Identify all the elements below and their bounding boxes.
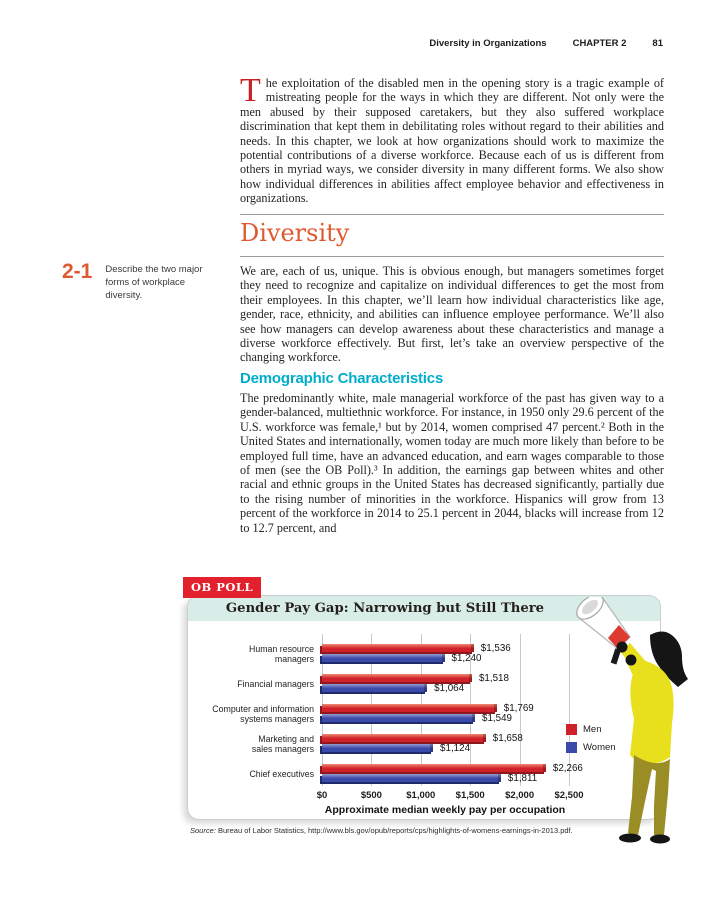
x-tick-label: $0 [316,790,328,801]
bar-value-label: $1,811 [507,772,538,784]
bar-women [322,744,434,752]
megaphone-woman-illustration [576,597,688,844]
section-title: Diversity [240,219,350,247]
bar-value-label: $2,266 [552,762,583,774]
bar-men [322,644,474,652]
intro-text: he exploitation of the disabled men in t… [240,76,664,206]
chart-row: Chief executives $2,266 $1,811 [196,762,583,784]
bar-women [322,684,428,692]
category-bars: $1,518 $1,064 [322,672,509,694]
objective-number: 2-1 [62,260,93,283]
megaphone-rim-inner [582,599,598,615]
section-rule-bottom [240,256,664,257]
legend-swatch-men [566,724,577,735]
category-bars: $2,266 $1,811 [322,762,583,784]
subsection-body: The predominantly white, male managerial… [240,391,664,535]
bar-value-label: $1,769 [503,702,534,714]
category-label: Chief executives [249,769,314,779]
yellow-jacket [630,661,674,765]
running-head-chapter: CHAPTER 2 [572,38,627,49]
gridline [569,634,570,786]
olive-pants [628,755,670,835]
legend-item-women: Women [566,742,616,753]
category-label: Computer and information systems manager… [212,704,314,724]
category-label: Marketing and sales managers [251,734,314,754]
objective-text: Describe the two major forms of workplac… [105,264,203,301]
category-bars: $1,769 $1,549 [322,702,534,724]
chart-row: Financial managers $1,518 $1,064 [196,672,583,694]
category-bars: $1,536 $1,240 [322,642,511,664]
running-head-title: Diversity in Organizations [429,38,547,49]
head-silhouette [650,631,688,687]
source-text: Bureau of Labor Statistics, http://www.b… [215,826,573,835]
category-bars: $1,658 $1,124 [322,732,523,754]
bar-value-label: $1,658 [492,732,523,744]
chart-row: Marketing and sales managers $1,658 $1,124 [196,732,583,755]
section-body: We are, each of us, unique. This is obvi… [240,264,664,365]
x-tick-label: $2,500 [554,790,584,801]
legend-swatch-women [566,742,577,753]
shoe-left [619,833,641,843]
bar-men [322,734,486,742]
chart-row: Human resource managers $1,536 $1,240 [196,642,583,665]
running-head: Diversity in Organizations CHAPTER 2 81 [429,38,663,49]
legend-label-men: Men [583,724,602,735]
section-rule-top [240,214,664,215]
bar-value-label: $1,124 [440,742,471,754]
megaphone-red-band [608,625,630,649]
chart-legend: Men Women [566,724,616,760]
page-number: 81 [652,38,663,49]
bar-value-label: $1,064 [434,682,465,694]
chart-source-line: Source: Bureau of Labor Statistics, http… [190,826,573,835]
bar-women [322,774,501,782]
bar-men [322,704,497,712]
bar-men [322,764,546,772]
drop-cap: T [240,72,261,109]
bar-value-label: $1,536 [480,642,511,654]
legend-label-women: Women [583,742,616,753]
ob-poll-box: Gender Pay Gap: Narrowing but Still Ther… [187,595,661,820]
chart-x-axis-label: Approximate median weekly pay per occupa… [324,804,566,816]
legend-item-men: Men [566,724,616,735]
learning-objective: 2-1 Describe the two major forms of work… [62,260,227,302]
x-tick-label: $1,500 [455,790,485,801]
bar-value-label: $1,549 [482,712,512,724]
glove-hand-upper [616,641,628,653]
subsection-title: Demographic Characteristics [240,370,444,387]
x-tick-label: $500 [360,790,382,801]
ob-poll-tag: OB POLL [183,577,262,598]
bar-value-label: $1,240 [451,652,482,664]
bar-value-label: $1,518 [478,672,509,684]
category-label: Human resource managers [248,644,314,664]
ob-poll-header-band: Gender Pay Gap: Narrowing but Still Ther… [188,596,660,621]
glove-hand-lower [625,654,637,666]
category-label: Financial managers [237,679,314,689]
source-label: Source: [190,826,216,835]
bar-men [322,674,472,682]
bar-women [322,654,445,662]
x-tick-label: $1,000 [406,790,436,801]
shoe-right [650,834,670,844]
chart-title: Gender Pay Gap: Narrowing but Still Ther… [225,601,545,616]
bar-women [322,714,476,722]
gridline [519,634,521,786]
chart-rows: Human resource managers $1,536 $1,240 Finan… [196,642,583,794]
x-tick-label: $2,000 [505,790,535,801]
megaphone-handle [610,648,622,665]
chart-row: Computer and information systems manager… [196,702,583,725]
chart-ticks: $0 $500 $1,000 $1,500 $2,000 $2,500 [317,790,584,802]
